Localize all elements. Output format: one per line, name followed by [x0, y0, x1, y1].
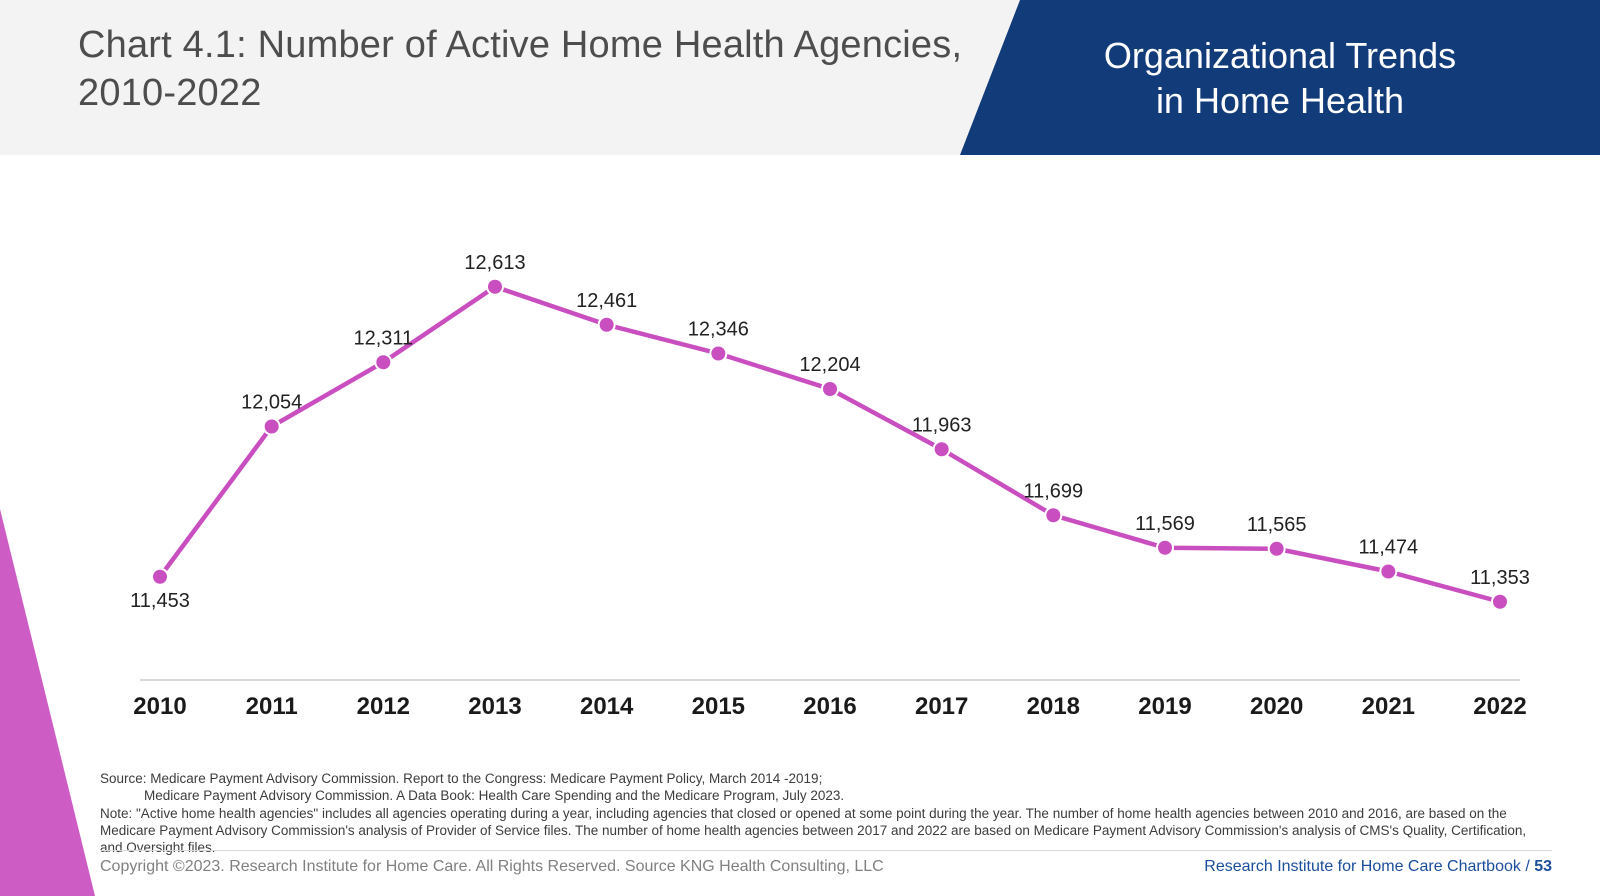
data-label: 12,311 [353, 327, 413, 349]
banner-line1: Organizational Trends [1104, 33, 1456, 78]
data-label: 11,453 [130, 590, 190, 612]
chart-title-line2: 2010-2022 [78, 72, 262, 114]
chart-svg: 11,453 12,054 12,311 12,613 12,461 12,346 12,2… [120, 200, 1540, 730]
footer-right: Research Institute for Home Care Chartbo… [1204, 858, 1552, 876]
slide: Chart 4.1: Number of Active Home Health … [0, 0, 1600, 896]
data-marker [822, 381, 838, 397]
source-note: Note: "Active home health agencies" incl… [100, 805, 1540, 857]
data-label: 12,346 [688, 319, 749, 341]
x-axis-label: 2019 [1138, 693, 1191, 720]
x-axis-label: 2015 [692, 693, 745, 720]
x-axis-label: 2012 [357, 693, 410, 720]
x-axis-label: 2016 [803, 693, 856, 720]
data-marker [934, 441, 950, 457]
banner-line2: in Home Health [1156, 78, 1404, 123]
data-label: 12,204 [799, 354, 860, 376]
data-marker [1045, 507, 1061, 523]
data-label: 12,461 [576, 290, 637, 312]
line-chart: 11,453 12,054 12,311 12,613 12,461 12,346 12,2… [120, 200, 1540, 730]
x-axis-label: 2020 [1250, 693, 1303, 720]
accent-wedge [0, 466, 95, 896]
x-axis-label: 2013 [468, 693, 521, 720]
data-marker [1492, 594, 1508, 610]
x-axis-label: 2021 [1362, 693, 1415, 720]
section-banner: Organizational Trends in Home Health [960, 0, 1600, 155]
data-label: 11,474 [1358, 537, 1418, 559]
footer: Copyright ©2023. Research Institute for … [100, 858, 1552, 876]
data-label: 11,353 [1470, 567, 1530, 589]
data-marker [487, 279, 503, 295]
data-marker [1157, 540, 1173, 556]
x-axis-label: 2011 [246, 693, 298, 720]
x-axis-label: 2017 [915, 693, 968, 720]
x-axis-label: 2018 [1027, 693, 1080, 720]
data-label: 12,054 [241, 392, 302, 414]
source-line2: Medicare Payment Advisory Commission. A … [100, 787, 1540, 804]
data-label: 11,963 [912, 414, 972, 436]
data-marker [1380, 564, 1396, 580]
chart-title-line1: Chart 4.1: Number of Active Home Health … [78, 24, 962, 66]
data-label: 11,565 [1247, 514, 1307, 536]
data-marker [710, 346, 726, 362]
data-marker [375, 354, 391, 370]
data-marker [599, 317, 615, 333]
footer-left: Copyright ©2023. Research Institute for … [100, 858, 884, 876]
data-marker [1269, 541, 1285, 557]
chart-title: Chart 4.1: Number of Active Home Health … [78, 22, 962, 117]
x-axis-label: 2010 [133, 693, 186, 720]
footer-page-number: 53 [1534, 858, 1552, 875]
data-label: 12,613 [464, 252, 525, 274]
footer-right-prefix: Research Institute for Home Care Chartbo… [1204, 858, 1534, 875]
data-marker [152, 569, 168, 585]
footer-divider [100, 850, 1552, 851]
data-label: 11,569 [1135, 513, 1195, 535]
source-block: Source: Medicare Payment Advisory Commis… [100, 770, 1540, 856]
data-marker [264, 419, 280, 435]
x-axis-label: 2022 [1473, 693, 1526, 720]
source-line1: Source: Medicare Payment Advisory Commis… [100, 770, 1540, 787]
x-axis-label: 2014 [580, 693, 634, 720]
data-label: 11,699 [1023, 480, 1083, 502]
